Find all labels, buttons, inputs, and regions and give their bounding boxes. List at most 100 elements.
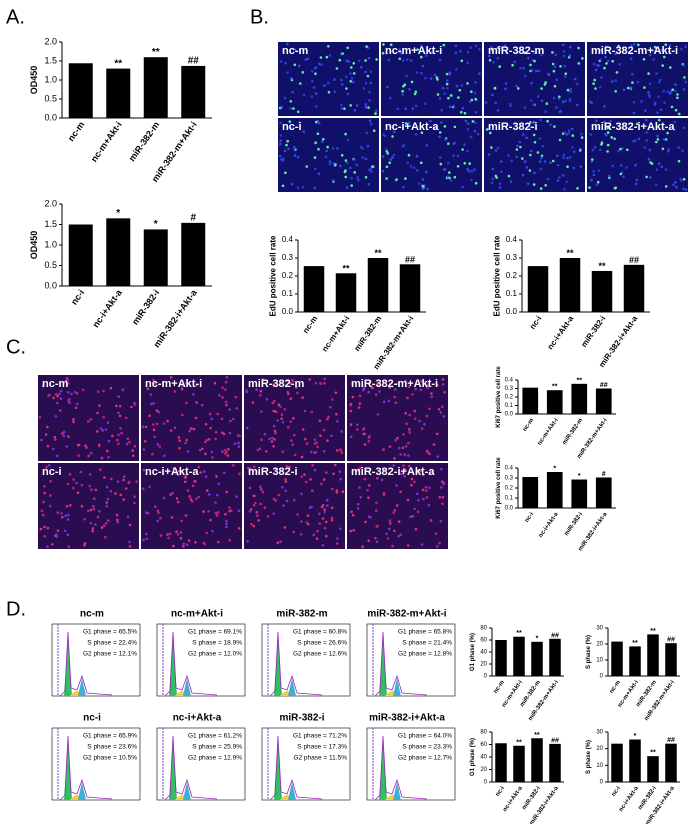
cell <box>532 183 536 186</box>
cell <box>320 505 324 509</box>
x-tick-label: miR-382-i <box>579 314 607 349</box>
cell <box>133 445 137 448</box>
cell <box>116 438 119 442</box>
cell <box>286 139 290 143</box>
g2-peak <box>393 678 401 696</box>
cell <box>340 107 344 110</box>
g1-peak <box>169 738 177 800</box>
cell <box>596 64 599 67</box>
cell <box>326 145 329 149</box>
cell <box>315 120 318 124</box>
x-tick-label: miR-382-i <box>130 288 161 327</box>
cell <box>361 545 365 548</box>
cell <box>366 144 370 148</box>
g2-peak <box>78 782 86 800</box>
cell <box>225 490 228 494</box>
cell <box>306 514 310 517</box>
y-tick-label: 0.4 <box>282 235 294 244</box>
cell <box>184 441 187 445</box>
cell <box>385 148 388 151</box>
cell <box>225 403 228 407</box>
cell <box>97 444 101 448</box>
cell <box>682 126 686 130</box>
cell <box>116 518 119 522</box>
cell <box>387 527 391 531</box>
cell <box>648 53 652 57</box>
cell <box>328 160 332 163</box>
cell <box>248 510 252 513</box>
cell <box>356 423 359 427</box>
panel-label: D. <box>6 598 26 620</box>
cell <box>538 137 542 140</box>
cell <box>162 422 166 425</box>
cell <box>613 187 617 190</box>
cell <box>85 446 88 450</box>
cell <box>611 59 614 63</box>
cell <box>571 134 575 137</box>
cell <box>459 50 462 53</box>
cell <box>647 157 651 161</box>
cell <box>594 87 597 90</box>
cell <box>130 405 133 409</box>
cell <box>533 59 536 63</box>
cell <box>571 146 574 149</box>
cell <box>443 125 447 128</box>
bar <box>571 479 588 508</box>
cell <box>268 437 271 441</box>
cell <box>648 95 651 99</box>
cell <box>438 131 442 134</box>
g1-peak <box>379 738 387 800</box>
cell <box>375 109 378 113</box>
bar <box>181 65 206 118</box>
cell <box>118 404 122 408</box>
g1-peak <box>274 738 282 800</box>
cell <box>570 127 574 131</box>
cell <box>403 83 407 86</box>
cell <box>282 504 286 507</box>
micrograph-label: nc-i+Akt-a <box>145 466 199 478</box>
y-tick-label: 30 <box>596 730 603 736</box>
cell <box>233 442 237 446</box>
x-tick-label: nc-m <box>522 418 535 433</box>
cell <box>56 401 59 405</box>
cell <box>96 390 100 393</box>
x-tick-label: nc-i <box>495 785 506 797</box>
cell <box>217 540 220 544</box>
cell <box>353 108 357 112</box>
cell <box>49 494 52 497</box>
cell <box>448 71 452 74</box>
cell <box>237 441 240 445</box>
bar <box>335 273 357 312</box>
cell <box>214 437 217 441</box>
cell <box>407 153 411 157</box>
cell <box>439 411 443 414</box>
cell <box>199 471 202 474</box>
cell <box>496 56 500 60</box>
cell <box>216 493 219 497</box>
cell <box>424 102 427 106</box>
bar <box>181 222 206 286</box>
cell <box>345 59 349 62</box>
cell <box>341 490 345 494</box>
cell <box>357 178 360 182</box>
cell <box>382 448 385 451</box>
cell <box>259 485 262 489</box>
bar <box>522 387 539 414</box>
cell <box>420 427 424 430</box>
cell <box>490 146 493 149</box>
cell <box>556 163 560 167</box>
significance: ** <box>374 248 382 258</box>
cell <box>460 84 464 87</box>
cell <box>567 132 570 135</box>
cell <box>561 100 565 104</box>
cell <box>374 112 377 115</box>
micrograph-label: miR-382-m <box>488 45 544 57</box>
cell <box>96 430 99 433</box>
cell <box>659 78 662 82</box>
cell <box>589 133 592 136</box>
cell <box>343 170 347 174</box>
cell <box>352 528 356 532</box>
cell <box>46 444 50 448</box>
cell <box>104 522 108 525</box>
cell <box>521 173 525 177</box>
